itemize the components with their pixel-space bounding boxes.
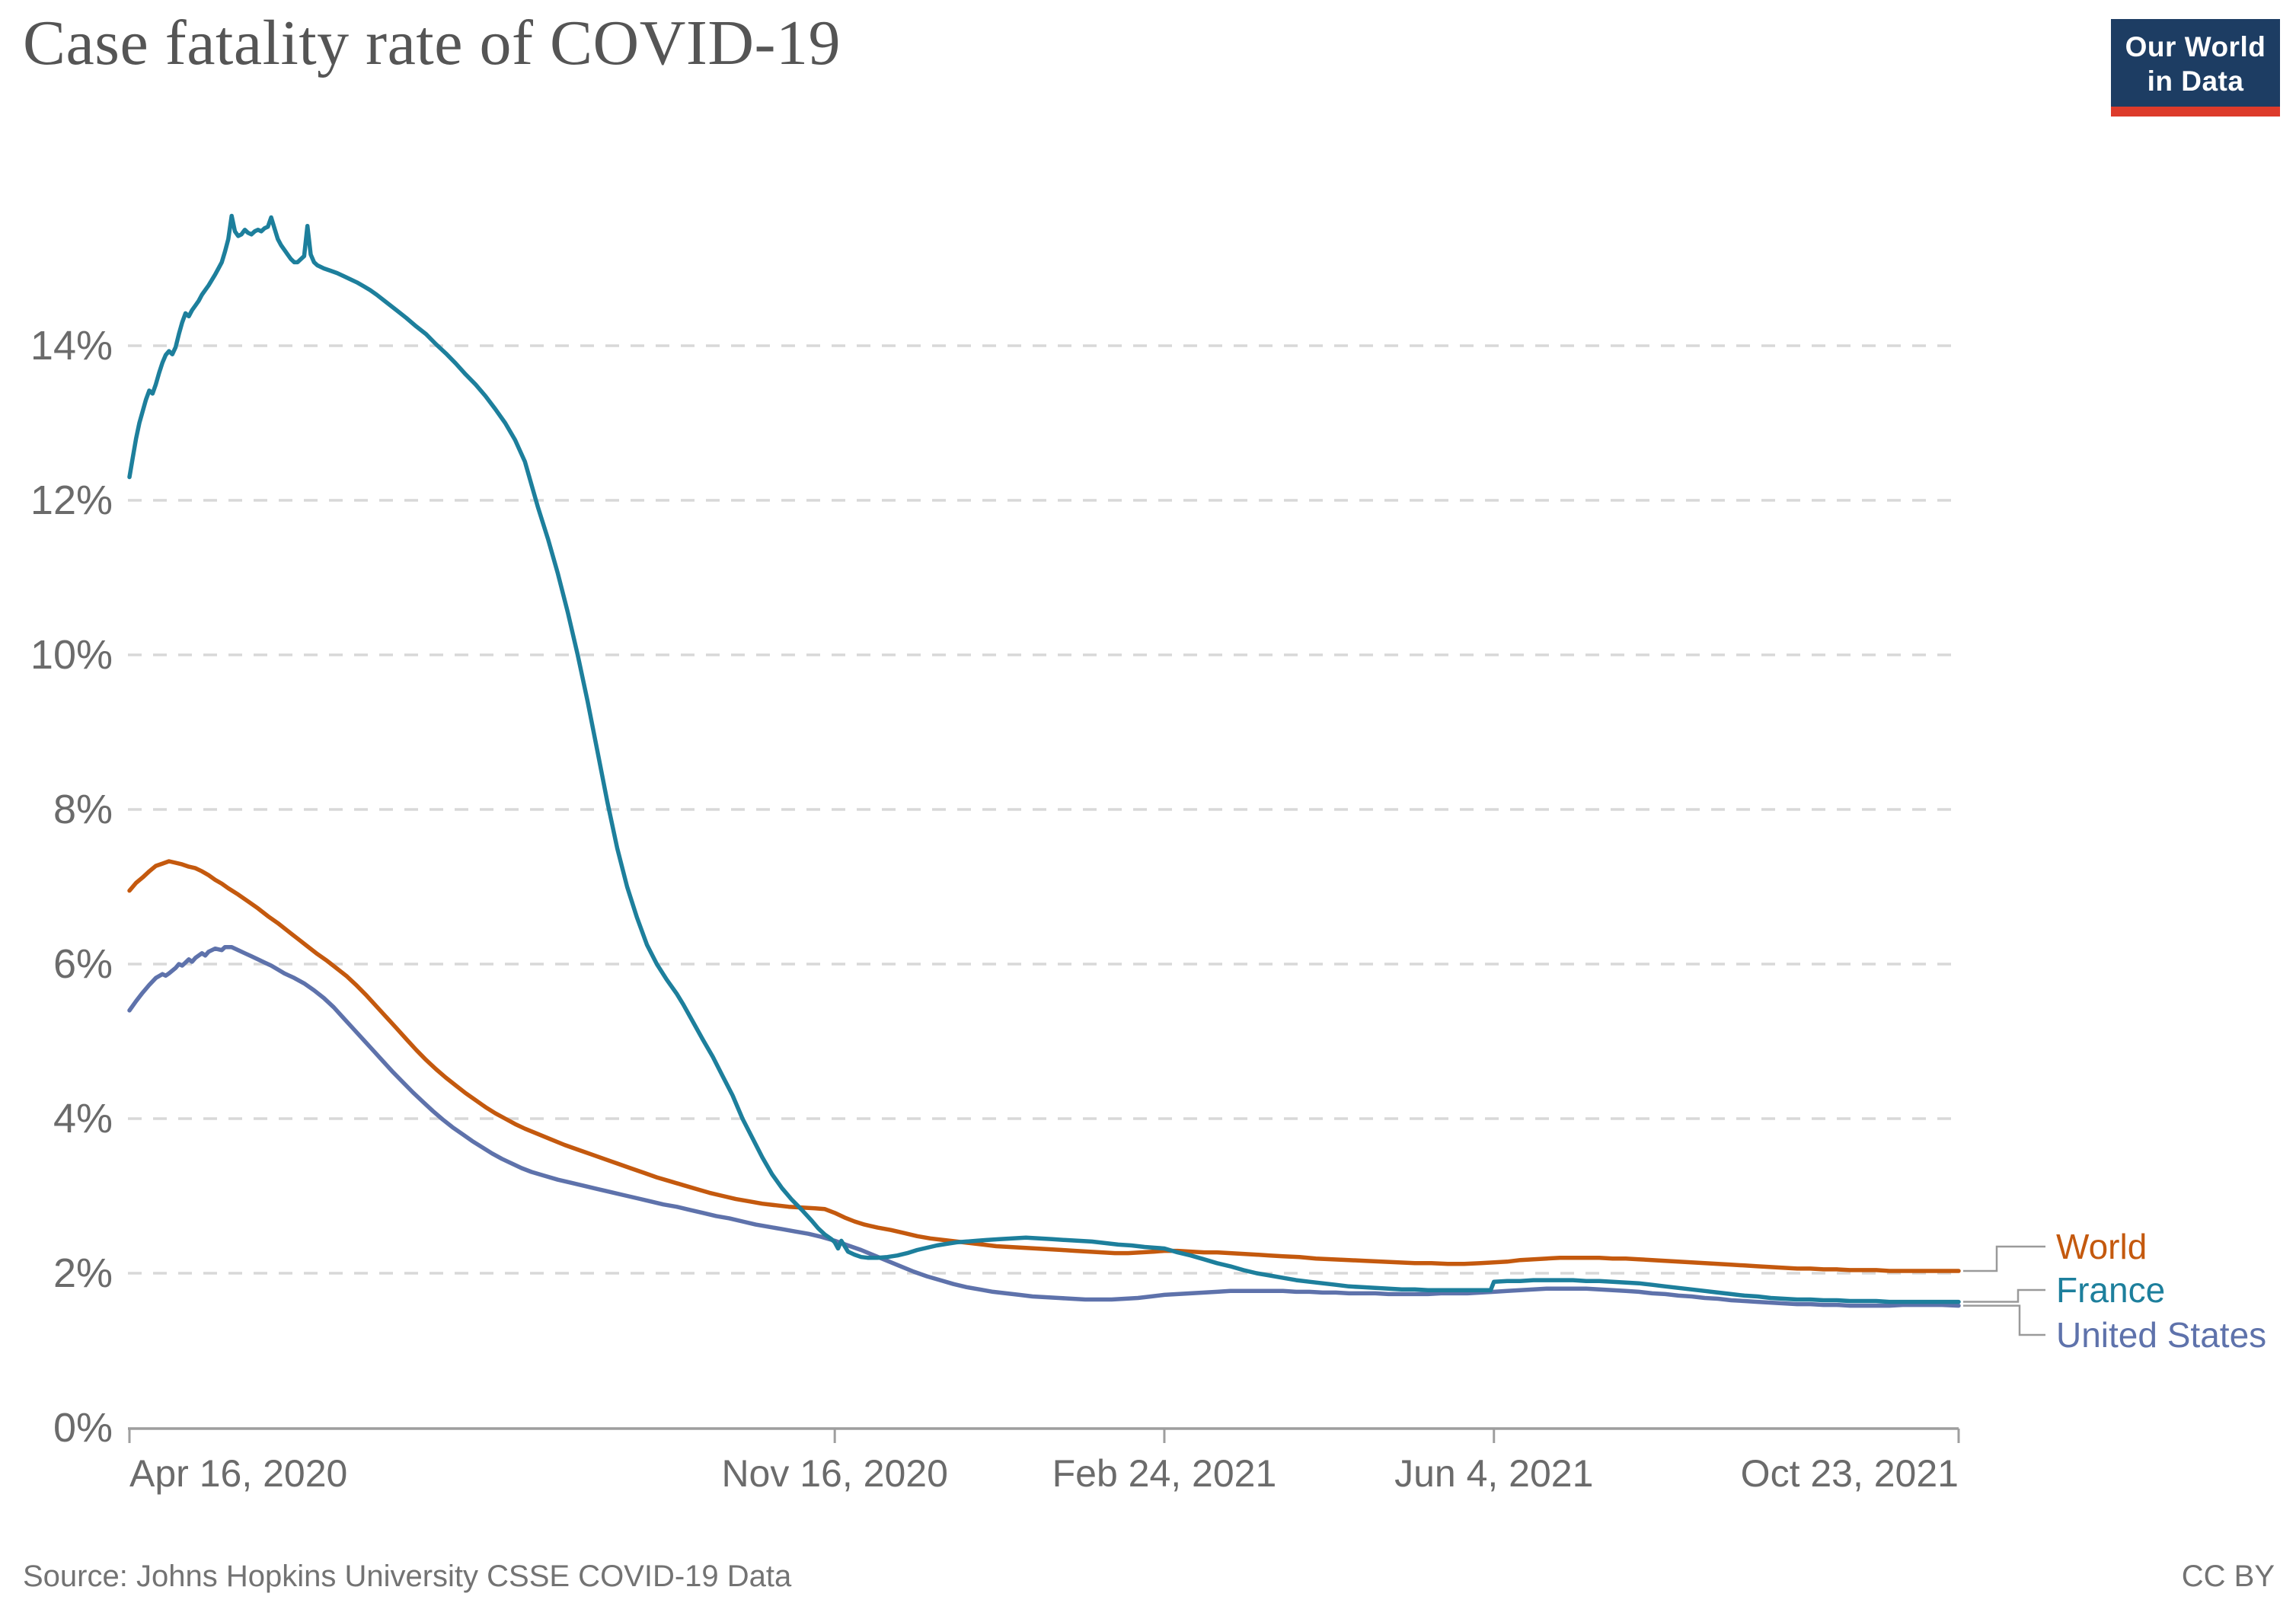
y-tick-label-4%: 4% — [53, 1096, 113, 1141]
line-united-states — [127, 944, 1961, 1308]
y-tick-label-2%: 2% — [53, 1250, 113, 1296]
line-world — [127, 859, 1961, 1273]
legend-item-united-states[interactable]: United States — [2056, 1315, 2267, 1355]
y-tick-label-14%: 14% — [30, 323, 113, 369]
page-title: Case fatality rate of COVID-19 — [23, 8, 841, 78]
x-tick-label-Oct-23-2021: Oct 23, 2021 — [1740, 1452, 1959, 1495]
y-tick-label-6%: 6% — [53, 941, 113, 987]
y-tick-label-8%: 8% — [53, 787, 113, 832]
x-tick-label-Jun-4-2021: Jun 4, 2021 — [1394, 1452, 1594, 1495]
source-note: Source: Johns Hopkins University CSSE CO… — [23, 1560, 792, 1593]
license-note: CC BY — [2181, 1560, 2275, 1593]
y-tick-label-10%: 10% — [30, 632, 113, 678]
owid-logo: Our World in Data — [2111, 19, 2280, 117]
legend-item-france[interactable]: France — [2056, 1270, 2166, 1310]
logo-line1: Our World — [2125, 31, 2266, 62]
logo-line2: in Data — [2147, 65, 2244, 97]
x-tick-label-Apr-16-2020: Apr 16, 2020 — [129, 1452, 348, 1495]
legend-connector-world — [1962, 1245, 2045, 1272]
x-tick-label-Feb-24-2021: Feb 24, 2021 — [1052, 1452, 1277, 1495]
x-tick-label-Nov-16-2020: Nov 16, 2020 — [721, 1452, 948, 1495]
line-france — [127, 213, 1961, 1304]
legend-connector-united-states — [1962, 1304, 2045, 1336]
legend-connector-france — [1962, 1288, 2045, 1303]
legend-item-world[interactable]: World — [2056, 1227, 2148, 1266]
y-tick-label-0%: 0% — [53, 1405, 113, 1451]
logo-red-bar — [2111, 107, 2280, 117]
y-tick-label-12%: 12% — [30, 477, 113, 523]
